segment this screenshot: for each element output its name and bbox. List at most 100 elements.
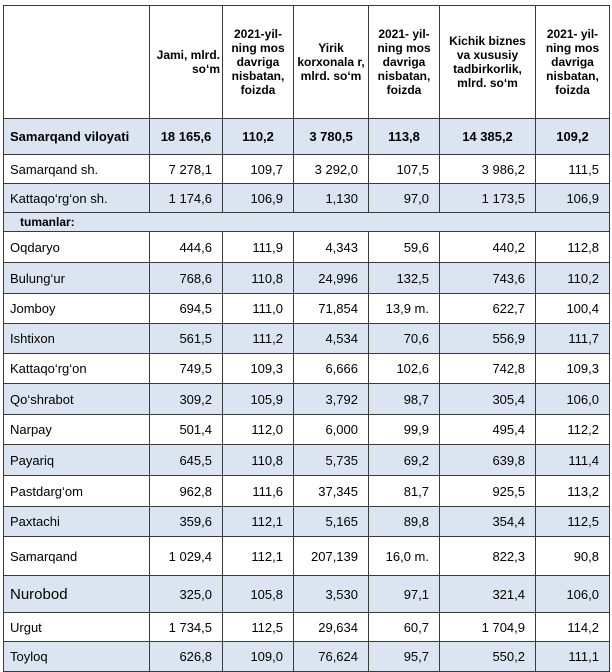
table-cell: 3,530 (293, 575, 369, 613)
table-cell: 76,624 (293, 641, 369, 672)
table-row: Oqdaryo 444,6 111,9 4,343 59,6 440,2 112,8 (3, 231, 610, 263)
row-name: Samarqand viloyati (3, 118, 150, 155)
table-cell: 1 173,5 (439, 183, 536, 213)
table-cell: 106,0 (535, 383, 610, 415)
table-cell: 742,8 (439, 353, 536, 384)
table-cell: 822,3 (439, 536, 536, 576)
table-cell: 37,345 (293, 475, 369, 507)
table-cell: 111,6 (222, 475, 294, 507)
row-name: Pastdarg‘om (3, 475, 150, 507)
table-cell: 694,5 (149, 293, 223, 324)
table-cell: 550,2 (439, 641, 536, 672)
table-cell: 105,8 (222, 575, 294, 613)
table-cell: 71,854 (293, 293, 369, 324)
table-cell: 626,8 (149, 641, 223, 672)
table-cell: 113,8 (368, 118, 440, 155)
row-name: Qo‘shrabot (3, 383, 150, 415)
table-cell: 1,130 (293, 183, 369, 213)
table-cell: 112,8 (535, 231, 610, 263)
table-cell: 106,9 (222, 183, 294, 213)
table-cell: 70,6 (368, 323, 440, 354)
table-cell: 99,9 (368, 414, 440, 445)
table-cell: 97,1 (368, 575, 440, 613)
row-name: Narpay (3, 414, 150, 445)
table-cell: 768,6 (149, 262, 223, 294)
row-name: Kattaqo‘rg‘on (3, 353, 150, 384)
row-name: Jomboy (3, 293, 150, 324)
table-row: Kattaqo‘rg‘on sh. 1 174,6 106,9 1,130 97,0 1 … (3, 183, 610, 213)
table-cell: 24,996 (293, 262, 369, 294)
table-cell: 5,735 (293, 444, 369, 476)
header-row: Jami, mlrd. so‘m 2021-yil-ning mos davri… (3, 5, 610, 119)
table-cell: 207,139 (293, 536, 369, 576)
table-cell: 106,9 (535, 183, 610, 213)
table-cell: 107,5 (368, 154, 440, 184)
table-cell: 89,8 (368, 506, 440, 537)
table-cell: 106,0 (535, 575, 610, 613)
row-name: Samarqand (3, 536, 150, 576)
header-cell-3: Yirik korxonala r, mlrd. so‘m (293, 5, 369, 119)
table-cell: 109,3 (222, 353, 294, 384)
table-row: Kattaqo‘rg‘on 749,5 109,3 6,666 102,6 742,8 10… (3, 353, 610, 384)
table-cell: 111,0 (222, 293, 294, 324)
table-row: Nurobod 325,0 105,8 3,530 97,1 321,4 106,0 (3, 575, 610, 613)
table-cell: 111,5 (535, 154, 610, 184)
table-cell: 111,4 (535, 444, 610, 476)
table-cell: 4,343 (293, 231, 369, 263)
table-row: Bulung‘ur 768,6 110,8 24,996 132,5 743,6 110,2 (3, 262, 610, 294)
table-cell: 109,3 (535, 353, 610, 384)
table-cell: 13,9 m. (368, 293, 440, 324)
table-row: Samarqand sh. 7 278,1 109,7 3 292,0 107,5 3 9… (3, 154, 610, 184)
table-cell: 6,666 (293, 353, 369, 384)
table-cell: 109,0 (222, 641, 294, 672)
table-cell: 112,2 (535, 414, 610, 445)
table-row: Pastdarg‘om 962,8 111,6 37,345 81,7 925,5 113,… (3, 475, 610, 507)
table-cell: 95,7 (368, 641, 440, 672)
table-cell: 112,1 (222, 506, 294, 537)
row-name: Ishtixon (3, 323, 150, 354)
table-cell: 16,0 m. (368, 536, 440, 576)
table-cell: 639,8 (439, 444, 536, 476)
table-cell: 556,9 (439, 323, 536, 354)
table-cell: 114,2 (535, 612, 610, 642)
table-cell: 354,4 (439, 506, 536, 537)
row-name: Paxtachi (3, 506, 150, 537)
table-cell: 3,792 (293, 383, 369, 415)
table-cell: 112,1 (222, 536, 294, 576)
row-name: Bulung‘ur (3, 262, 150, 294)
table-cell: 109,2 (535, 118, 610, 155)
table-cell: 325,0 (149, 575, 223, 613)
table-cell: 110,2 (535, 262, 610, 294)
table-cell: 3 986,2 (439, 154, 536, 184)
row-name: Urgut (3, 612, 150, 642)
table-cell: 69,2 (368, 444, 440, 476)
header-cell-0 (3, 5, 150, 119)
table-cell: 501,4 (149, 414, 223, 445)
table-cell: 743,6 (439, 262, 536, 294)
table-cell: 100,4 (535, 293, 610, 324)
table-cell: 749,5 (149, 353, 223, 384)
table-cell: 962,8 (149, 475, 223, 507)
row-name: Samarqand sh. (3, 154, 150, 184)
row-name: Kattaqo‘rg‘on sh. (3, 183, 150, 213)
row-name: Payariq (3, 444, 150, 476)
header-cell-2: 2021-yil-ning mos davriga nisbatan, foiz… (222, 5, 294, 119)
statistics-table: Jami, mlrd. so‘m 2021-yil-ning mos davri… (3, 5, 610, 672)
table-cell: 4,534 (293, 323, 369, 354)
table-cell: 305,4 (439, 383, 536, 415)
table-cell: 81,7 (368, 475, 440, 507)
table-cell: 309,2 (149, 383, 223, 415)
row-name: Oqdaryo (3, 231, 150, 263)
table-cell: 1 029,4 (149, 536, 223, 576)
row-name: Nurobod (3, 575, 150, 613)
table-cell: 112,0 (222, 414, 294, 445)
table-cell: 112,5 (222, 612, 294, 642)
table-cell: 1 174,6 (149, 183, 223, 213)
table-row: Payariq 645,5 110,8 5,735 69,2 639,8 111,4 (3, 444, 610, 476)
table-row: Ishtixon 561,5 111,2 4,534 70,6 556,9 111,7 (3, 323, 610, 354)
table-cell: 111,7 (535, 323, 610, 354)
table-cell: 111,2 (222, 323, 294, 354)
table-row: Paxtachi 359,6 112,1 5,165 89,8 354,4 112,5 (3, 506, 610, 537)
table-cell: 440,2 (439, 231, 536, 263)
table-cell: 5,165 (293, 506, 369, 537)
